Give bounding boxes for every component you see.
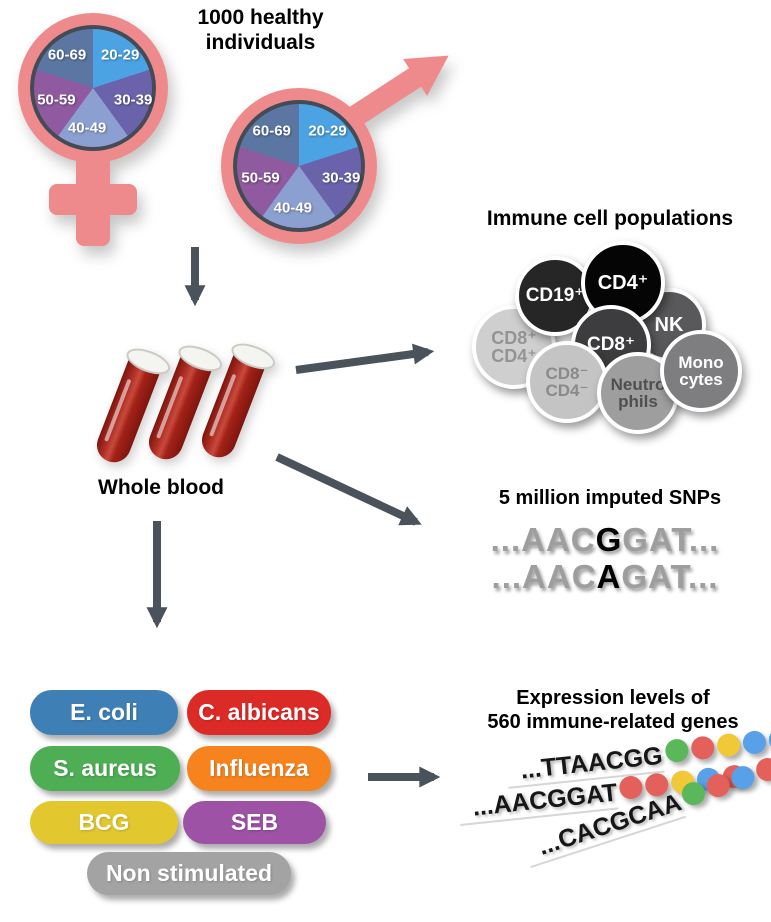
- stimulus-label: C. albicans: [198, 699, 320, 725]
- expression-title-line1: Expression levels of: [516, 687, 710, 709]
- cell-label: Neutro phils: [610, 374, 666, 411]
- expression-dot: [741, 729, 767, 756]
- pie-label-30-39: 30-39: [321, 169, 361, 187]
- male-arrow: [342, 37, 461, 131]
- cell-circle-cd8neg-cd4neg: CD8⁻ CD4⁻: [526, 341, 608, 423]
- expression-dot: [689, 735, 715, 761]
- stimulus-label: BCG: [78, 809, 130, 835]
- cohort-title-line1: 1000 healthy: [197, 6, 324, 29]
- stimulus-pill-bcg: BCG: [30, 801, 178, 844]
- cell-label: CD4⁺: [597, 271, 649, 294]
- snps-title: 5 million imputed SNPs: [498, 487, 722, 509]
- cell-label: CD19⁺: [525, 285, 585, 307]
- snp-prefix: ...AAC: [490, 521, 596, 558]
- pie-label-30-39: 30-39: [113, 91, 153, 109]
- snp-sequences: ...AACGGAT... ...AACAGAT...: [440, 521, 770, 596]
- expression-dot: [715, 732, 741, 758]
- stimulus-pill-calbicans: C. albicans: [187, 690, 331, 735]
- expression-title-line2: 560 immune-related genes: [487, 711, 739, 734]
- arrow-blood-to-cells: [295, 343, 435, 374]
- expression-dot: [663, 737, 690, 764]
- arrow-blood-to-snps: [275, 453, 422, 526]
- whole-blood-label: Whole blood: [98, 476, 224, 499]
- pie-label-40-49: 40-49: [67, 119, 107, 137]
- cell-label: NK: [654, 313, 684, 336]
- snp-variant-allele: G: [595, 521, 623, 558]
- expression-title: Expression levels of 560 immune-related …: [455, 686, 771, 735]
- stimulus-label: S. aureus: [53, 755, 157, 781]
- female-age-pie-chart: 20-29 30-39 40-49 50-59 60-69: [30, 25, 156, 151]
- pie-label-60-69: 60-69: [47, 46, 87, 64]
- pie-label-20-29: 20-29: [308, 122, 347, 140]
- cohort-title: 1000 healthy individuals: [163, 6, 358, 56]
- female-cross-arm: [49, 184, 137, 215]
- snp-sequence-row: ...AACGGAT...: [440, 521, 770, 559]
- immune-cells-title: Immune cell populations: [486, 207, 734, 230]
- pie-label-60-69: 60-69: [252, 122, 291, 140]
- snp-suffix: GAT...: [622, 521, 720, 558]
- expression-dot: [767, 727, 771, 753]
- pie-label-20-29: 20-29: [100, 46, 140, 64]
- snp-suffix: GAT...: [621, 557, 719, 595]
- pie-label-50-59: 50-59: [37, 91, 76, 109]
- stimulus-label: SEB: [230, 809, 279, 835]
- snp-variant-allele: A: [596, 557, 622, 595]
- stimulus-pill-nonstimulated: Non stimulated: [87, 852, 291, 895]
- cell-label: CD8⁺ CD4⁺: [491, 327, 537, 366]
- stimulus-pill-seb: SEB: [183, 801, 326, 844]
- male-age-pie-chart: 20-29 30-39 40-49 50-59 60-69: [233, 100, 365, 232]
- expression-dot: [618, 774, 644, 801]
- cell-label: CD8⁻ CD4⁻: [545, 363, 589, 400]
- stimulus-label: Influenza: [209, 755, 309, 781]
- snp-sequence-row: ...AACAGAT...: [440, 557, 770, 596]
- pie-label-50-59: 50-59: [241, 169, 280, 187]
- snp-prefix: ...AAC: [491, 557, 597, 595]
- stimulus-pill-influenza: Influenza: [187, 746, 331, 791]
- cell-circle-monocytes: Mono cytes: [660, 330, 742, 412]
- male-arrow-head: [403, 37, 461, 96]
- stimulus-label: E. coli: [70, 699, 138, 725]
- cohort-title-line2: individuals: [205, 30, 316, 54]
- stimulus-pill-ecoli: E. coli: [30, 690, 178, 735]
- cell-label: Mono cytes: [678, 352, 724, 389]
- cell-label: CD8⁺: [586, 334, 636, 356]
- stimulus-label: Non stimulated: [105, 860, 273, 886]
- stimulus-pill-saureus: S. aureus: [30, 746, 180, 791]
- pie-label-40-49: 40-49: [273, 199, 312, 217]
